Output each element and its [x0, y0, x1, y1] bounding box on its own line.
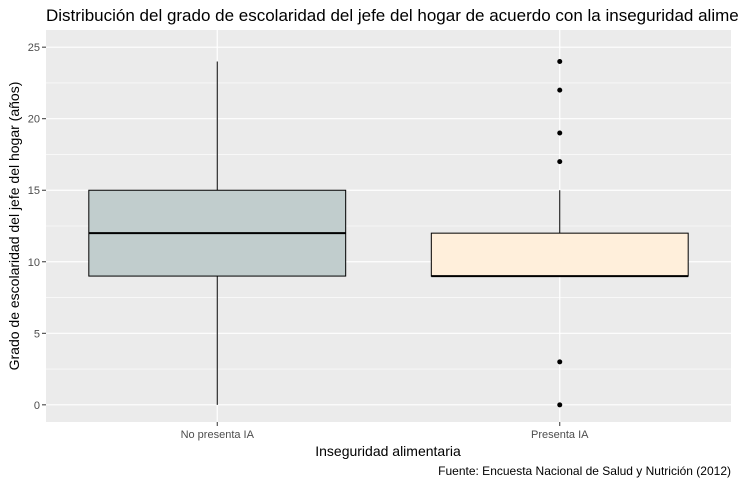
x-tick-label: Presenta IA [531, 429, 589, 441]
x-tick-label: No presenta IA [181, 429, 255, 441]
y-tick-label: 0 [34, 400, 40, 412]
y-tick-label: 15 [28, 185, 40, 197]
outlier-point [557, 359, 563, 365]
y-tick-label: 10 [28, 257, 40, 269]
outlier-point [557, 402, 563, 408]
outlier-point [557, 130, 563, 136]
boxes [88, 58, 689, 408]
outlier-point [557, 159, 563, 165]
outlier-point [557, 87, 563, 93]
y-tick-label: 5 [34, 328, 40, 340]
box-group [430, 58, 689, 408]
chart-title: Distribución del grado de escolaridad de… [46, 6, 739, 25]
x-axis-title: Inseguridad alimentaria [315, 443, 461, 459]
x-axis-ticks: No presenta IA Presenta IA [181, 422, 589, 441]
outlier-point [557, 58, 563, 64]
y-tick-label: 20 [28, 114, 40, 126]
y-axis-title: Grado de escolaridad del jefe del hogar … [6, 82, 22, 371]
source-caption: Fuente: Encuesta Nacional de Salud y Nut… [438, 464, 731, 478]
y-tick-label: 25 [28, 42, 40, 54]
box-group [88, 61, 347, 405]
y-axis-ticks: 0 5 10 15 20 25 [28, 42, 46, 412]
box [430, 232, 689, 277]
